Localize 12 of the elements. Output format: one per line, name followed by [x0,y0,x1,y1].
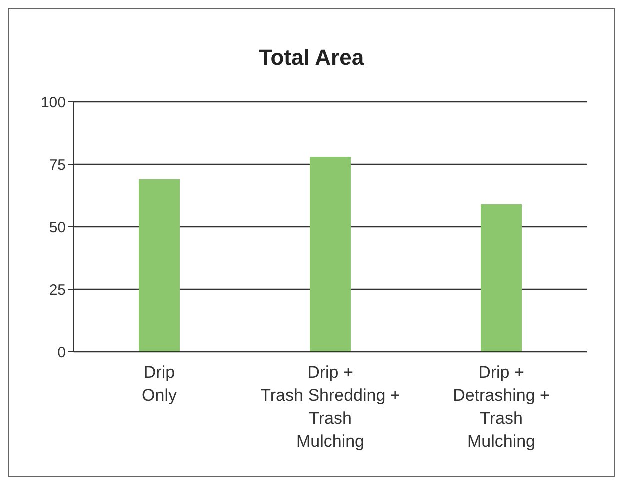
x-tick-label: Drip Only [142,363,178,405]
y-tick-label: 25 [49,282,66,299]
y-tick-label: 50 [49,219,66,236]
x-tick-label: Drip + Detrashing + Trash Mulching [453,363,550,451]
bar [138,180,180,352]
y-tick-label: 75 [49,156,66,174]
x-tick-label: Drip + Trash Shredding + Trash Mulching [260,363,400,451]
y-tick-label: 100 [40,94,66,112]
chart-title: Total Area [258,45,366,71]
y-tick-label: 0 [58,344,66,362]
bar [310,157,351,352]
bar [480,204,522,352]
